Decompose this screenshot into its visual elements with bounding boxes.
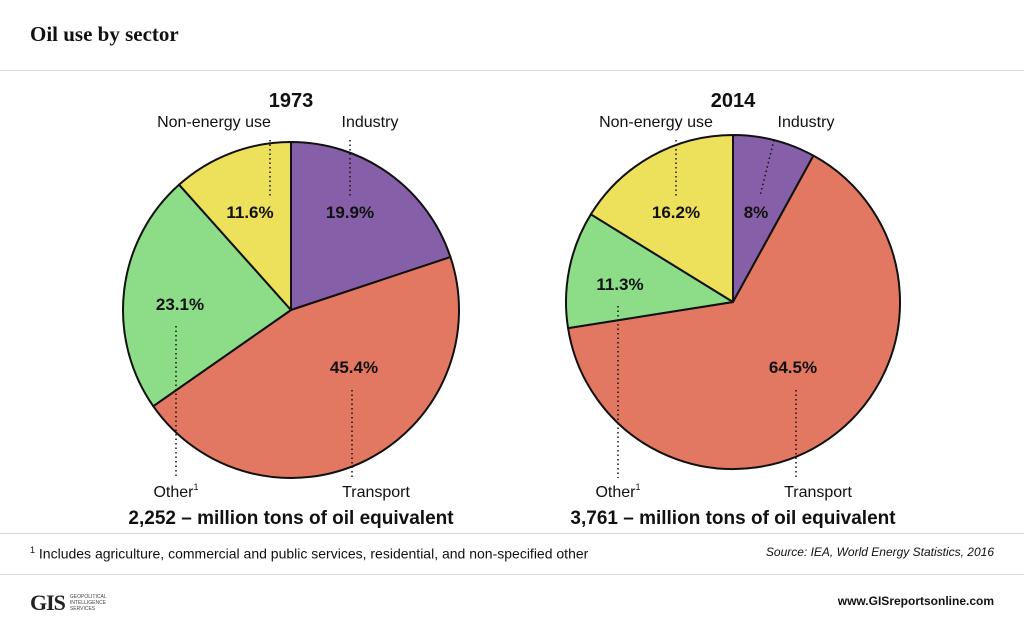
pie-slice-other bbox=[122, 183, 292, 408]
logo-text: Geopolitical Intelligence Services bbox=[69, 594, 107, 612]
gis-logo: GIS Geopolitical Intelligence Services bbox=[30, 590, 125, 616]
category-label: Non-energy use bbox=[599, 114, 713, 131]
pie-chart-1973: 19.9% 45.4% 23.1% 11.6% Industry Transport Oth… bbox=[122, 90, 461, 529]
category-label: Industry bbox=[342, 114, 399, 131]
data-label: 11.6% bbox=[226, 203, 273, 222]
category-label: Transport bbox=[784, 484, 852, 501]
footnote-text: Includes agriculture, commercial and pub… bbox=[38, 545, 589, 562]
footnote: 1 Includes agriculture, commercial and p… bbox=[30, 545, 588, 562]
footer-divider bbox=[0, 574, 1024, 575]
pie-slice-industry bbox=[290, 141, 452, 311]
category-label: Transport bbox=[342, 484, 410, 501]
category-label: Other1 bbox=[595, 482, 640, 501]
chart-title: 1973 bbox=[269, 90, 314, 112]
logo-mark: GIS bbox=[30, 590, 66, 615]
page-title: Oil use by sector bbox=[30, 22, 179, 46]
chart-subtitle: 2,252 – million tons of oil equivalent bbox=[128, 508, 454, 529]
data-label: 23.1% bbox=[156, 295, 204, 314]
pie-chart-2014: 8% 64.5% 11.3% 16.2% Industry Transport Other1… bbox=[565, 90, 901, 529]
pie-slice-non-energy-use bbox=[178, 141, 292, 311]
category-label: Industry bbox=[778, 114, 835, 131]
pie-slice-transport bbox=[567, 154, 901, 471]
source-note: Source: IEA, World Energy Statistics, 20… bbox=[765, 545, 994, 559]
data-label: 19.9% bbox=[326, 203, 374, 222]
header-divider bbox=[0, 70, 1024, 71]
data-label: 8% bbox=[744, 203, 769, 222]
leader-line bbox=[759, 139, 775, 197]
chart-title: 2014 bbox=[711, 90, 756, 112]
pie-charts: 19.9% 45.4% 23.1% 11.6% Industry Transport Oth… bbox=[122, 90, 901, 529]
pie-slice-non-energy-use bbox=[589, 134, 734, 303]
chart-divider bbox=[0, 533, 1024, 534]
website-url[interactable]: www.GISreportsonline.com bbox=[837, 594, 994, 608]
category-label: Other1 bbox=[153, 482, 198, 501]
pie-slice-transport bbox=[152, 256, 461, 479]
data-label: 64.5% bbox=[769, 358, 817, 377]
category-label: Non-energy use bbox=[157, 114, 271, 131]
chart-subtitle: 3,761 – million tons of oil equivalent bbox=[570, 508, 896, 529]
data-label: 11.3% bbox=[596, 275, 643, 294]
footnote-mark: 1 bbox=[30, 545, 36, 555]
data-label: 45.4% bbox=[330, 358, 378, 377]
pie-slice-other bbox=[565, 213, 734, 330]
data-label: 16.2% bbox=[652, 203, 700, 222]
